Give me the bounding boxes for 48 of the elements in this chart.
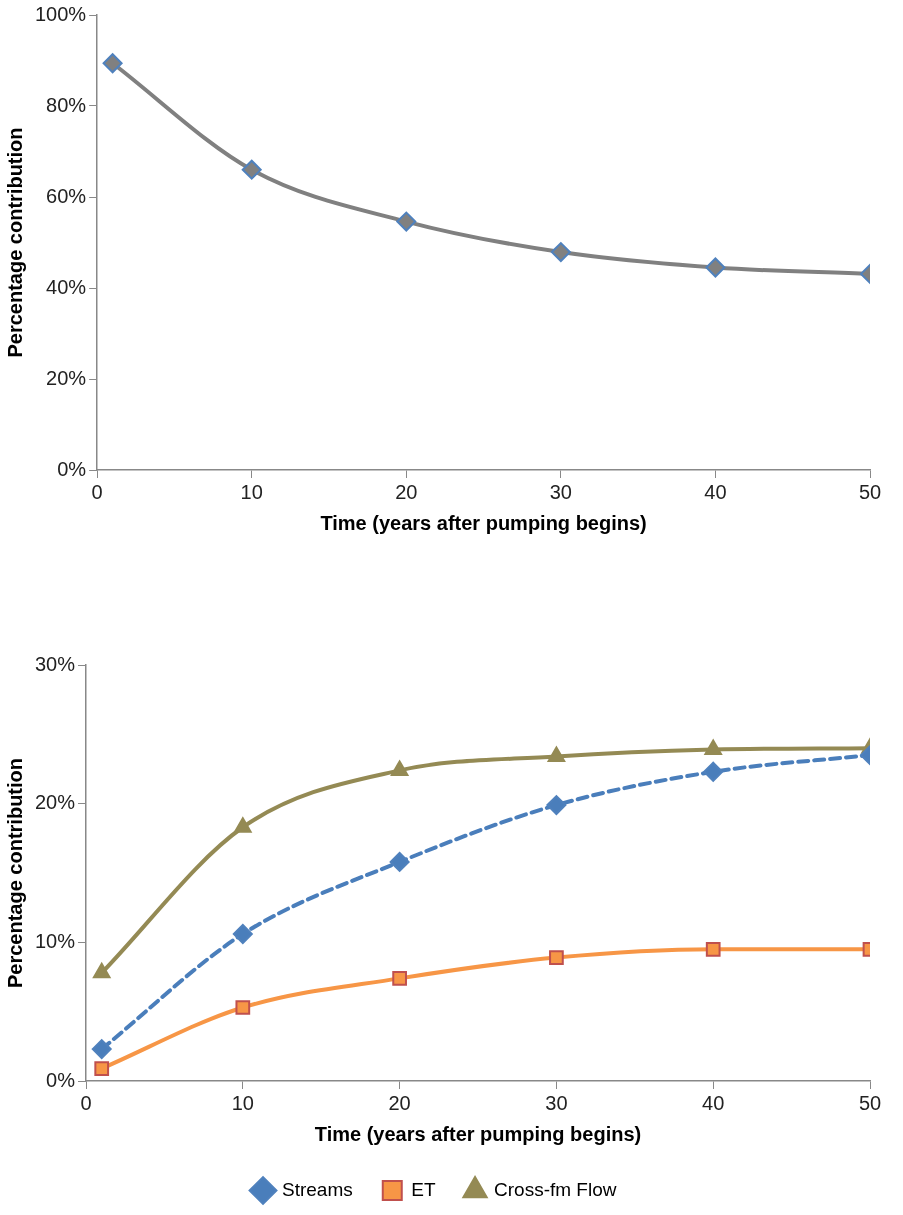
point — [549, 950, 564, 965]
y-axis-title: Percentage contribution — [3, 757, 26, 989]
x-tick-label: 30 — [549, 480, 572, 503]
point — [232, 924, 253, 945]
x-tick-label: 40 — [702, 1091, 725, 1114]
point — [94, 1061, 110, 1076]
point — [396, 211, 417, 232]
y-tick-label: 60% — [46, 184, 87, 207]
x-tick-label: 40 — [704, 480, 727, 503]
legend-label: Streams — [282, 1178, 353, 1200]
y-tick-label: 10% — [35, 929, 76, 952]
point — [705, 257, 726, 278]
point — [546, 795, 567, 816]
x-tick-label: 50 — [858, 1091, 882, 1114]
y-tick-label: 0% — [46, 1068, 76, 1091]
point — [91, 1039, 112, 1060]
legend-label: Cross-fm Flow — [494, 1178, 617, 1200]
point — [547, 746, 566, 763]
x-axis-title: Time (years after pumping begins) — [320, 511, 647, 534]
point — [235, 1000, 251, 1015]
point — [234, 817, 252, 833]
y-tick-label: 30% — [35, 652, 76, 675]
x-tick-label: 50 — [858, 480, 882, 503]
y-axis-title: Percentage contribution — [3, 127, 26, 358]
point — [392, 971, 407, 986]
x-tick-label: 0 — [80, 1091, 92, 1114]
y-tick-label: 20% — [35, 791, 76, 814]
y-tick-label: 100% — [35, 2, 87, 25]
y-tick-label: 80% — [46, 93, 87, 116]
point — [390, 760, 409, 776]
x-tick-label: 10 — [231, 1091, 254, 1114]
x-tick-label: 10 — [240, 480, 263, 503]
x-axis-title: Time (years after pumping begins) — [314, 1122, 642, 1145]
legend-label: ET — [411, 1178, 436, 1200]
y-tick-label: 40% — [46, 275, 87, 298]
point — [704, 739, 722, 756]
point — [389, 851, 410, 872]
x-tick-label: 30 — [545, 1091, 568, 1114]
point — [102, 53, 123, 74]
point — [241, 159, 262, 180]
point — [550, 242, 571, 263]
point — [703, 761, 724, 782]
x-tick-label: 0 — [91, 480, 103, 503]
x-tick-label: 20 — [388, 1091, 411, 1114]
x-tick-label: 20 — [395, 480, 418, 503]
point — [705, 941, 721, 957]
y-tick-label: 20% — [46, 366, 87, 389]
y-tick-label: 0% — [57, 457, 87, 480]
